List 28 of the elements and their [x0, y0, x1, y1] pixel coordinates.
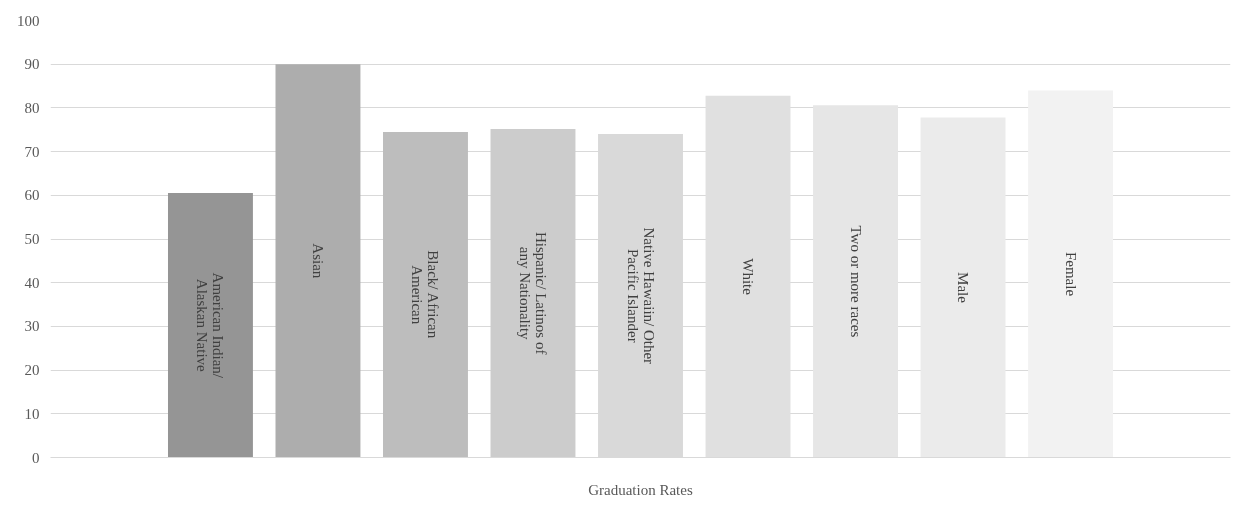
series-label: Male — [955, 272, 972, 304]
y-tick-label: 60 — [24, 187, 40, 204]
series-label: Black/ African American — [409, 250, 442, 339]
y-tick-label: 10 — [24, 405, 40, 422]
bar — [813, 105, 898, 458]
y-tick-label: 40 — [24, 274, 40, 291]
bar — [275, 64, 361, 458]
y-tick-label: 0 — [32, 449, 40, 466]
y-tick-label: 70 — [24, 143, 40, 160]
y-tick-label: 90 — [24, 56, 40, 73]
bar — [1028, 90, 1114, 458]
series-label: American Indian/ Alaskan Native — [194, 272, 227, 379]
series-label: Native Hawaiin/ Other Pacific Islander — [624, 227, 657, 365]
bar — [383, 131, 468, 458]
bar — [490, 128, 576, 458]
series-label: Female — [1062, 251, 1079, 297]
bar — [920, 117, 1006, 458]
series-label: Hispanic/ Latinos of any Nationality — [516, 231, 549, 355]
x-tick-label: Graduation Rates — [588, 481, 693, 498]
bar — [167, 193, 253, 458]
series-label: Asian — [309, 243, 326, 279]
y-tick-label: 50 — [24, 231, 40, 247]
y-tick-label: 100 — [17, 12, 40, 29]
series-label: Two or more races — [847, 225, 864, 338]
y-tick-label: 30 — [24, 318, 40, 335]
y-tick-label: 80 — [24, 99, 40, 116]
series-label: White — [740, 258, 757, 296]
y-tick-label: 20 — [24, 362, 40, 379]
